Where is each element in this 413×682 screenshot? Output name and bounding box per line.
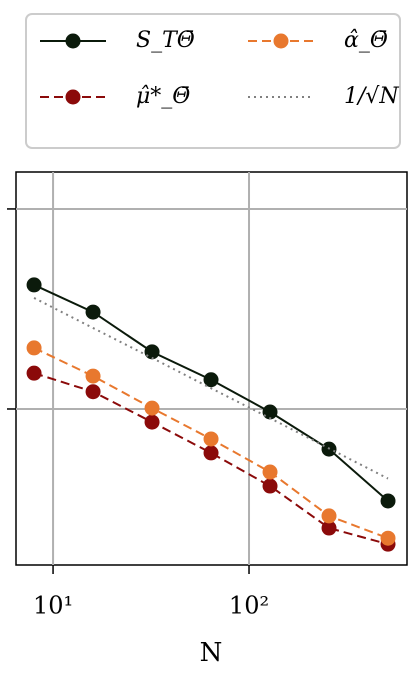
legend-marker — [273, 33, 289, 49]
point — [321, 520, 337, 536]
legend-box — [25, 13, 401, 149]
point — [380, 493, 396, 509]
legend-label: S_TΘ̄ — [136, 28, 195, 53]
point — [380, 530, 396, 546]
point — [203, 445, 219, 461]
x-tick-label: 10¹ — [33, 592, 73, 620]
legend-marker — [65, 89, 81, 105]
point — [203, 372, 219, 388]
point — [262, 464, 278, 480]
point — [262, 404, 278, 420]
point — [85, 304, 101, 320]
plot-frame — [15, 171, 408, 566]
point — [85, 384, 101, 400]
point — [144, 414, 160, 430]
x-tick-label: 10² — [229, 592, 269, 620]
point — [262, 478, 278, 494]
series-line — [33, 297, 389, 480]
x-axis-label: N — [200, 638, 223, 668]
point — [26, 340, 42, 356]
legend-label: 1/√N — [344, 84, 399, 109]
point — [144, 400, 160, 416]
point — [203, 431, 219, 447]
legend-label: μ̂*_Θ̄ — [136, 84, 190, 109]
point — [26, 365, 42, 381]
point — [85, 368, 101, 384]
legend-marker — [65, 33, 81, 49]
point — [321, 508, 337, 524]
point — [26, 277, 42, 293]
point — [144, 344, 160, 360]
legend-label: α̂_Θ̄ — [344, 28, 388, 53]
